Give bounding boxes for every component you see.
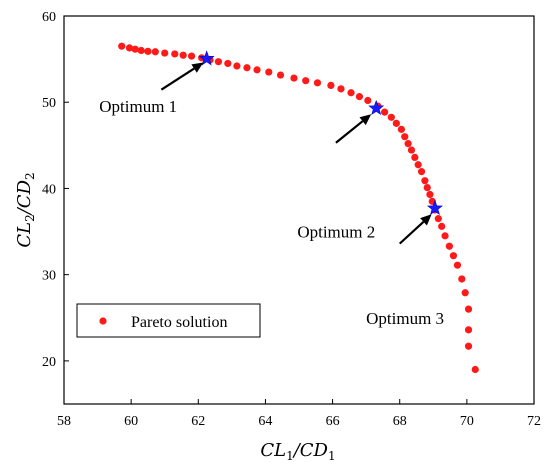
pareto-point [313,79,322,87]
pareto-point [161,49,169,57]
pareto-point [187,52,196,60]
axis-ticks: 58 60 62 64 66 68 70 72 20 30 40 50 60 [42,10,541,429]
x-tick-label: 72 [527,414,541,429]
pareto-point [327,81,335,90]
pareto-point [137,46,145,55]
plot-frame [63,15,535,405]
annotation-arrow-shaft [160,67,195,91]
x-tick-label: 64 [258,414,272,429]
annotation-label: Optimum 2 [297,223,375,242]
y-tick-label: 60 [42,10,56,25]
pareto-point [355,93,364,101]
pareto-point [337,85,345,93]
x-tick-label: 62 [191,414,205,429]
x-tick-label: 60 [124,414,138,429]
pareto-point [381,108,389,116]
pareto-point [233,62,241,70]
annotations: Optimum 1 Optimum 2 Optimum 3 [99,62,444,328]
y-tick-label: 30 [42,269,56,284]
pareto-point [464,305,473,313]
annotation-arrow-head [359,114,372,126]
pareto-point [364,96,372,105]
pareto-point [243,64,251,72]
pareto-point [302,77,310,85]
pareto-point [464,326,473,334]
pareto-point [417,168,426,176]
pareto-point [401,133,409,141]
pareto-point [426,190,434,199]
x-axis-title: CL1/CD1 [260,440,335,463]
pareto-point [471,365,479,374]
pareto-point [144,47,152,55]
y-tick-label: 20 [42,355,56,370]
legend-box [76,303,261,338]
pareto-point [453,261,462,269]
annotation-label: Optimum 3 [366,309,444,328]
pareto-point [179,51,187,59]
pareto-point [392,119,400,127]
pareto-point [445,242,453,250]
data-marks [118,42,479,374]
pareto-point [171,50,179,58]
pareto-point [464,342,473,350]
pareto-point [118,42,126,50]
pareto-point [253,66,261,74]
pareto-point [411,153,419,162]
pareto-point [441,232,449,240]
legend: Pareto solution [76,303,261,338]
pareto-point [214,58,223,66]
x-tick-label: 70 [460,414,474,429]
annotation-arrow-shaft [398,220,425,245]
pareto-point [125,44,134,52]
x-tick-label: 58 [57,414,71,429]
pareto-point [151,48,159,56]
x-tick-label: 68 [393,414,407,429]
annotation-arrow-head [191,62,204,73]
pareto-point [290,74,298,82]
y-tick-label: 40 [42,182,56,197]
pareto-point [458,275,466,283]
optimum-star-point [426,199,443,216]
pareto-point [414,161,422,169]
pareto-point [449,252,458,260]
y-tick-label: 50 [42,96,56,111]
optimum-star-point [198,50,215,66]
annotation-arrow-shaft [335,120,364,144]
pareto-point [265,68,273,76]
pareto-point [438,222,446,230]
pareto-point [421,177,429,185]
pareto-point [404,140,412,148]
pareto-point [434,215,442,223]
annotation-arrow-head [420,214,432,226]
y-axis-title: CL2/CD2 [14,172,37,247]
pareto-point [224,59,232,68]
x-tick-label: 66 [326,414,340,429]
pareto-point [407,146,416,154]
pareto-point [461,289,469,297]
pareto-point [276,71,285,79]
pareto-point [131,45,139,53]
pareto-point [347,89,355,97]
legend-label-pareto: Pareto solution [131,314,227,331]
optimum-star-point [368,99,385,116]
annotation-label: Optimum 1 [99,97,177,116]
pareto-point [423,183,431,192]
pareto-point [387,113,395,121]
pareto-point [397,125,405,133]
legend-marker-pareto [99,317,107,325]
